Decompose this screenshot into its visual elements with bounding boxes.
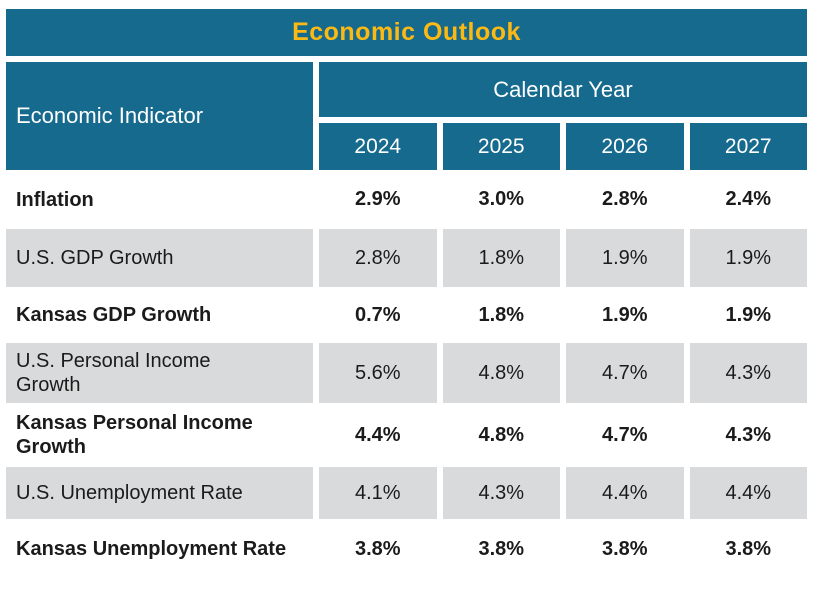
- cell-value-2026: 2.8%: [601, 188, 648, 210]
- cell-value-2024: 4.1%: [319, 467, 437, 519]
- cell-value-2026: 3.8%: [601, 537, 648, 560]
- cell-value-2025: 4.8%: [442, 343, 560, 403]
- row-label: U.S. GDP Growth: [6, 229, 313, 287]
- table-row-us-gdp-growth: U.S. GDP Growth 2.8% 1.8% 1.9% 1.9%: [6, 229, 807, 287]
- cell-value-2027: 4.3%: [689, 343, 807, 403]
- row-label: U.S. Personal Income Growth: [6, 343, 313, 403]
- year-columns-header: Calendar Year 2024 2025 2026 2027: [319, 62, 807, 170]
- indicator-column-header: Economic Indicator: [6, 62, 313, 170]
- year-header-2024: 2024: [319, 123, 437, 170]
- table-body: Inflation 2.9% 3.0% 2.8% 2.4% U.S. GDP G…: [6, 170, 807, 579]
- cell-value-2024: 2.8%: [319, 229, 437, 287]
- cell-value-2026: 1.9%: [601, 303, 648, 326]
- cell-value-2027: 2.4%: [725, 188, 772, 210]
- cell-value-2024: 4.4%: [354, 423, 401, 446]
- row-values: 4.1% 4.3% 4.4% 4.4%: [319, 467, 807, 519]
- row-values: 2.9% 3.0% 2.8% 2.4%: [319, 170, 807, 229]
- cell-value-2024: 0.7%: [354, 303, 401, 326]
- cell-value-2026: 4.4%: [566, 467, 684, 519]
- table-row-inflation: Inflation 2.9% 3.0% 2.8% 2.4%: [6, 170, 807, 229]
- table-row-kansas-unemployment-rate: Kansas Unemployment Rate 3.8% 3.8% 3.8% …: [6, 519, 807, 579]
- cell-value-2024: 2.9%: [354, 188, 401, 210]
- row-label: Kansas Personal Income Growth: [16, 412, 253, 458]
- cell-value-2025: 3.0%: [478, 188, 525, 210]
- cell-value-2027: 4.3%: [725, 423, 772, 446]
- table-title-bar: Economic Outlook: [6, 9, 807, 56]
- row-values: 0.7% 1.8% 1.9% 1.9%: [319, 287, 807, 343]
- cell-value-2025: 4.8%: [478, 423, 525, 446]
- cell-value-2024: 3.8%: [354, 537, 401, 560]
- year-header-row: 2024 2025 2026 2027: [319, 123, 807, 170]
- table-title: Economic Outlook: [292, 18, 521, 46]
- table-row-us-unemployment-rate: U.S. Unemployment Rate 4.1% 4.3% 4.4% 4.…: [6, 467, 807, 519]
- cell-value-2025: 3.8%: [478, 537, 525, 560]
- cell-value-2026: 1.9%: [566, 229, 684, 287]
- calendar-year-group-header: Calendar Year: [319, 62, 807, 117]
- year-header-2027: 2027: [689, 123, 807, 170]
- cell-value-2027: 1.9%: [725, 303, 772, 326]
- economic-outlook-table: Economic Outlook Economic Indicator Cale…: [6, 9, 807, 579]
- row-values: 2.8% 1.8% 1.9% 1.9%: [319, 229, 807, 287]
- cell-value-2027: 1.9%: [689, 229, 807, 287]
- row-label: Kansas GDP Growth: [16, 304, 212, 326]
- row-values: 4.4% 4.8% 4.7% 4.3%: [319, 403, 807, 467]
- table-row-kansas-personal-income-growth: Kansas Personal Income Growth 4.4% 4.8% …: [6, 403, 807, 467]
- year-header-2025: 2025: [442, 123, 560, 170]
- row-values: 5.6% 4.8% 4.7% 4.3%: [319, 343, 807, 403]
- row-label: U.S. Unemployment Rate: [6, 467, 313, 519]
- cell-value-2026: 4.7%: [566, 343, 684, 403]
- row-label: Kansas Unemployment Rate: [16, 538, 287, 560]
- table-row-us-personal-income-growth: U.S. Personal Income Growth 5.6% 4.8% 4.…: [6, 343, 807, 403]
- table-row-kansas-gdp-growth: Kansas GDP Growth 0.7% 1.8% 1.9% 1.9%: [6, 287, 807, 343]
- cell-value-2024: 5.6%: [319, 343, 437, 403]
- cell-value-2026: 4.7%: [601, 423, 648, 446]
- row-values: 3.8% 3.8% 3.8% 3.8%: [319, 519, 807, 579]
- row-label: Inflation: [16, 188, 94, 211]
- table-header: Economic Indicator Calendar Year 2024 20…: [6, 62, 807, 170]
- cell-value-2025: 4.3%: [442, 467, 560, 519]
- indicator-column-header-label: Economic Indicator: [16, 103, 204, 128]
- year-header-2026: 2026: [566, 123, 684, 170]
- cell-value-2025: 1.8%: [478, 303, 525, 326]
- cell-value-2027: 3.8%: [725, 537, 772, 560]
- cell-value-2025: 1.8%: [442, 229, 560, 287]
- cell-value-2027: 4.4%: [689, 467, 807, 519]
